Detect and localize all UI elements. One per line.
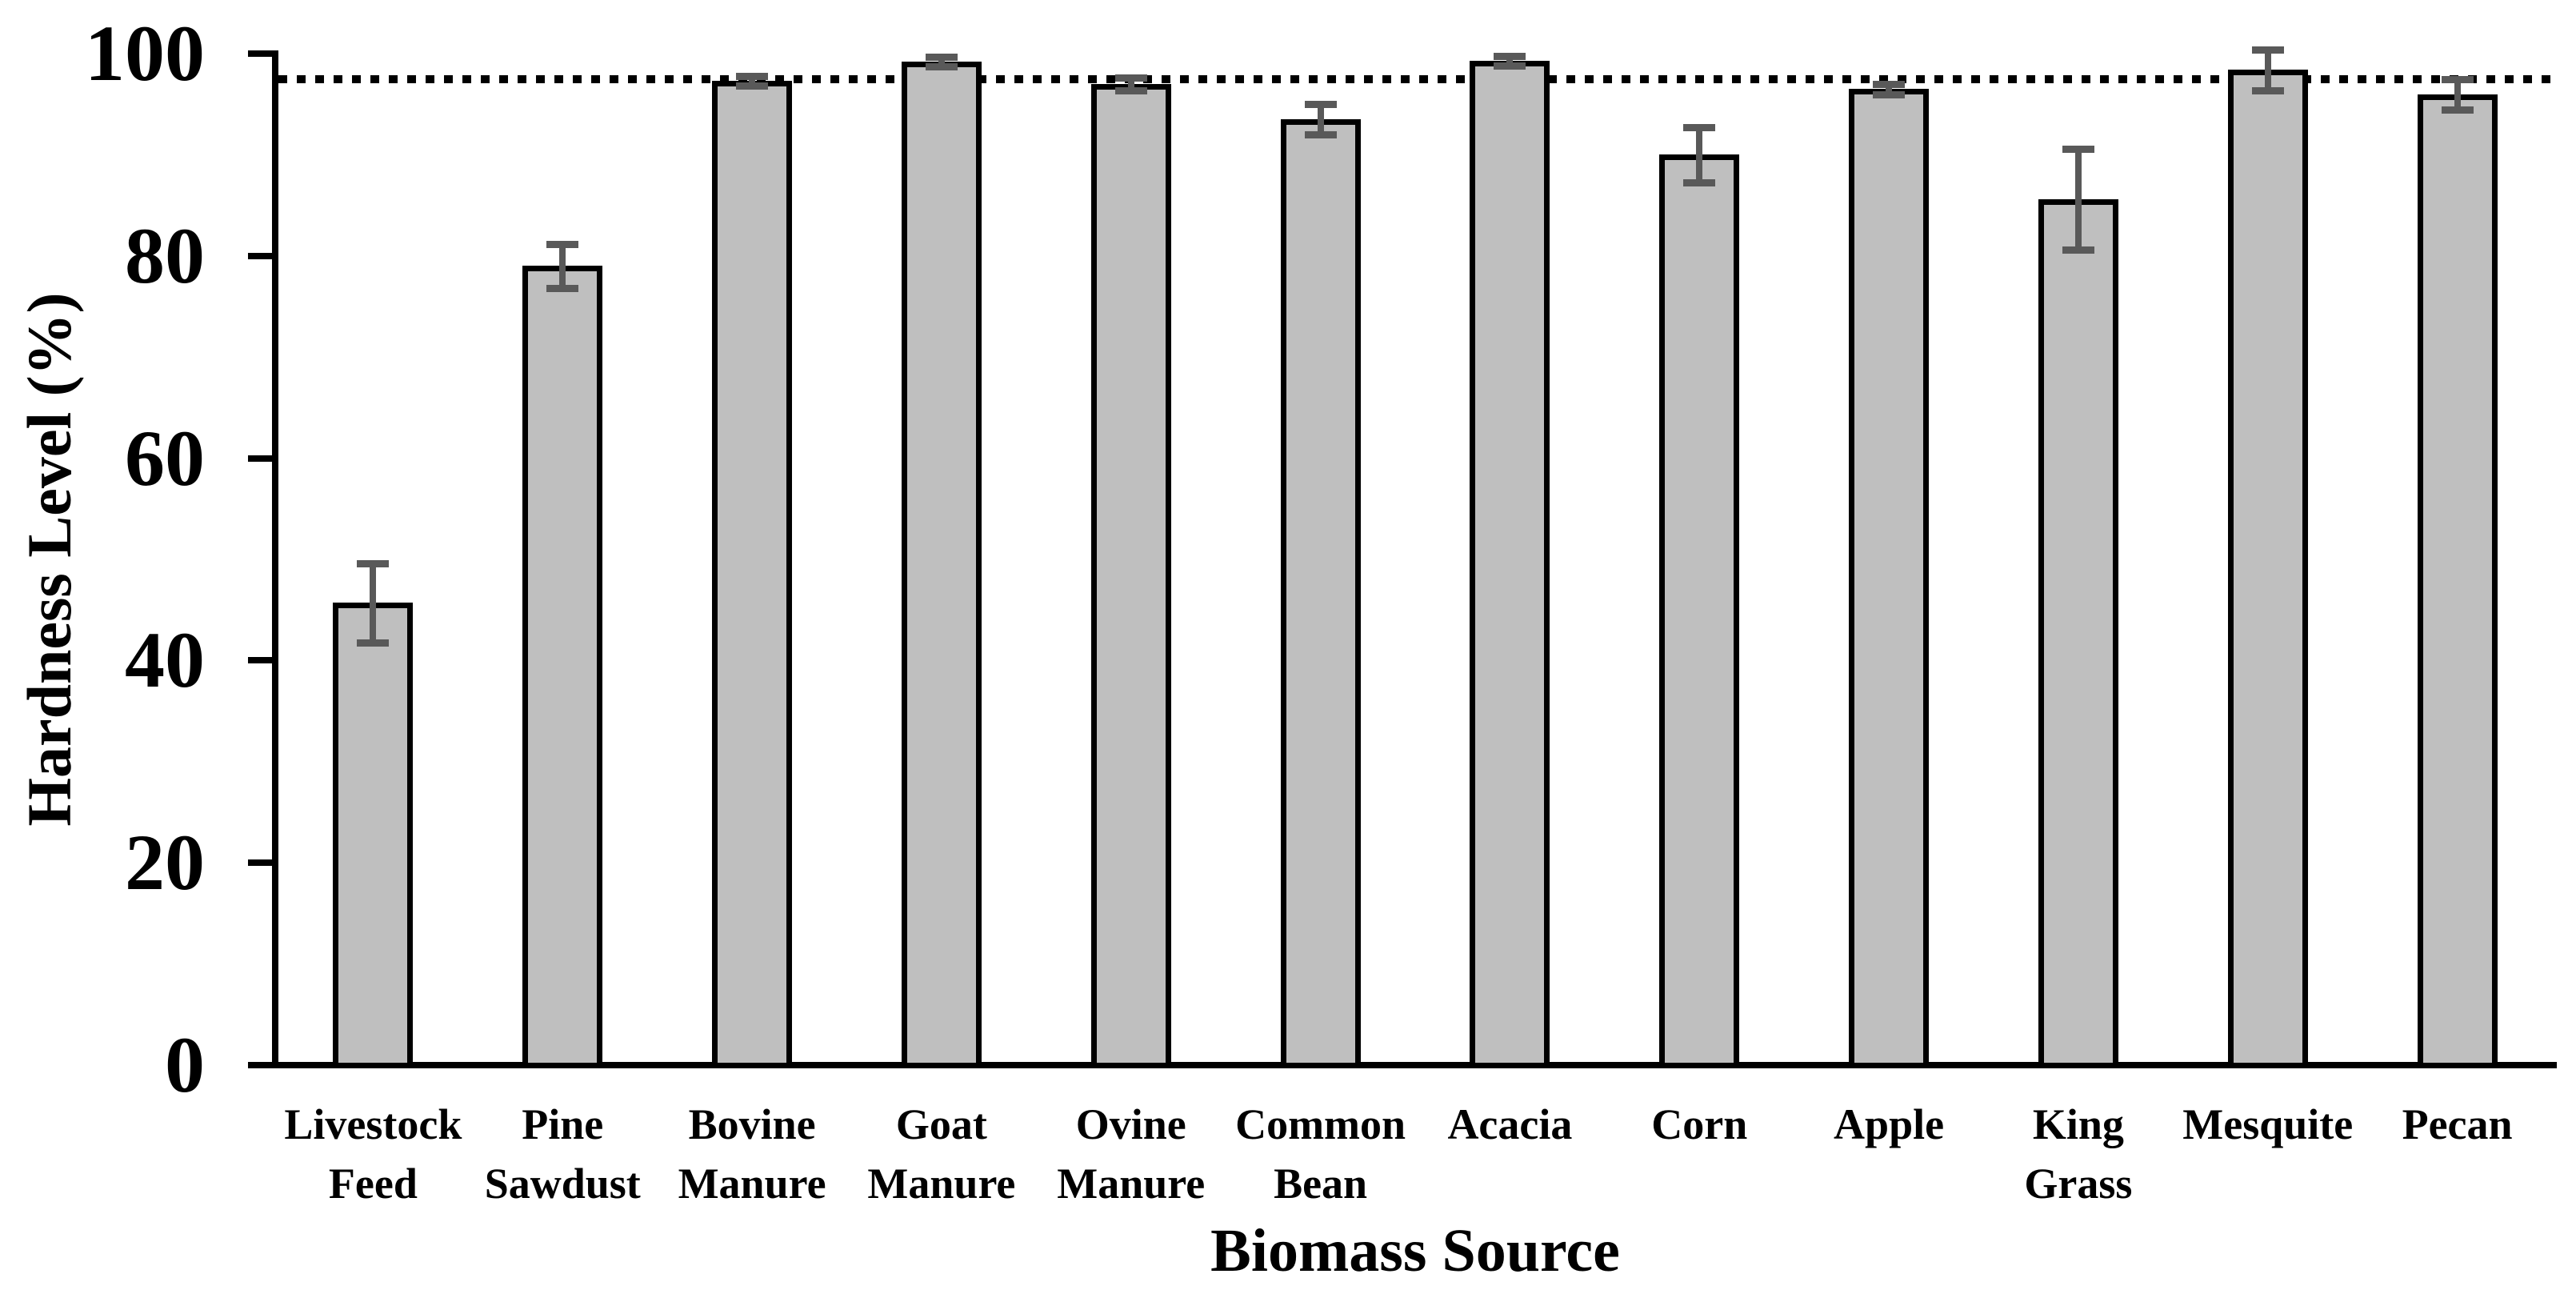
category-label-king-grass: King Grass [2024,1100,2133,1208]
bar-pine-sawdust [522,266,603,1068]
error-bar-whisker-pecan [2454,78,2461,110]
bar-corn [1659,154,1740,1068]
bar-ovine-manure [1090,83,1171,1068]
category-label-corn: Corn [1651,1100,1748,1148]
error-bar-cap-top-mesquite [2251,46,2284,54]
error-bar-whisker-corn [1696,127,1703,182]
error-bar-cap-bottom-livestock-feed [357,639,390,647]
error-bar-cap-top-king-grass [2062,145,2094,153]
category-label-common-bean: Common Bean [1235,1100,1406,1208]
bar-apple [1849,89,1930,1068]
error-bar-cap-top-common-bean [1304,101,1337,109]
bar-king-grass [2038,199,2118,1068]
error-bar-whisker-livestock-feed [370,563,377,643]
error-bar-cap-bottom-goat-manure [925,63,958,71]
bar-goat-manure [901,62,982,1068]
bar-livestock-feed [333,603,414,1068]
y-tick-80 [248,252,278,259]
y-tick-label-80: 80 [125,210,205,300]
error-bar-cap-top-pine-sawdust [546,240,579,248]
error-bar-whisker-mesquite [2264,49,2271,90]
y-tick-20 [248,859,278,867]
error-bar-cap-top-corn [1683,124,1716,132]
error-bar-cap-bottom-king-grass [2062,246,2094,254]
error-bar-whisker-bovine-manure [749,75,756,86]
bar-bovine-manure [712,81,793,1068]
error-bar-cap-bottom-common-bean [1304,131,1337,139]
y-tick-label-100: 100 [85,9,205,98]
error-bar-cap-top-ovine-manure [1114,74,1147,82]
category-label-acacia: Acacia [1447,1100,1573,1148]
error-bar-whisker-king-grass [2074,148,2082,250]
error-bar-cap-top-apple [1873,80,1906,88]
category-label-bovine-manure: Bovine Manure [678,1100,826,1208]
error-bar-cap-bottom-acacia [1494,62,1526,70]
category-label-ovine-manure: Ovine Manure [1057,1100,1206,1208]
y-axis-line [272,50,278,1068]
y-tick-label-0: 0 [165,1020,205,1109]
error-bar-cap-bottom-bovine-manure [736,82,769,90]
error-bar-whisker-apple [1886,83,1893,94]
error-bar-cap-bottom-pine-sawdust [546,285,579,293]
reference-dotted-line [278,74,2557,83]
error-bar-cap-bottom-ovine-manure [1114,86,1147,94]
error-bar-cap-top-livestock-feed [357,560,390,568]
y-tick-label-40: 40 [125,615,205,705]
y-tick-60 [248,455,278,462]
error-bar-cap-bottom-mesquite [2251,86,2284,94]
error-bar-whisker-goat-manure [938,56,945,67]
error-bar-cap-bottom-corn [1683,178,1716,186]
error-bar-whisker-common-bean [1317,104,1324,135]
category-label-pine-sawdust: Pine Sawdust [484,1100,641,1208]
x-axis-title: Biomass Source [1210,1217,1620,1284]
y-tick-40 [248,657,278,664]
category-label-goat-manure: Goat Manure [867,1100,1016,1208]
bar-acacia [1470,60,1550,1068]
category-label-pecan: Pecan [2402,1100,2513,1148]
category-label-livestock-feed: Livestock Feed [284,1100,462,1208]
bar-mesquite [2227,70,2308,1068]
y-tick-100 [248,50,278,57]
error-bar-cap-top-goat-manure [925,53,958,61]
y-tick-label-60: 60 [125,413,205,503]
error-bar-cap-top-acacia [1494,52,1526,60]
error-bar-whisker-pine-sawdust [559,243,566,289]
error-bar-cap-top-bovine-manure [736,72,769,80]
error-bar-cap-bottom-pecan [2441,106,2474,114]
x-axis-line [248,1062,2557,1068]
bar-pecan [2417,94,2498,1068]
error-bar-cap-bottom-apple [1873,90,1906,98]
error-bar-whisker-acacia [1506,55,1514,66]
y-tick-label-20: 20 [125,818,205,907]
category-label-mesquite: Mesquite [2182,1100,2354,1148]
bar-common-bean [1280,119,1361,1068]
error-bar-cap-top-pecan [2441,75,2474,83]
category-label-apple: Apple [1834,1100,1945,1148]
error-bar-whisker-ovine-manure [1127,78,1134,90]
